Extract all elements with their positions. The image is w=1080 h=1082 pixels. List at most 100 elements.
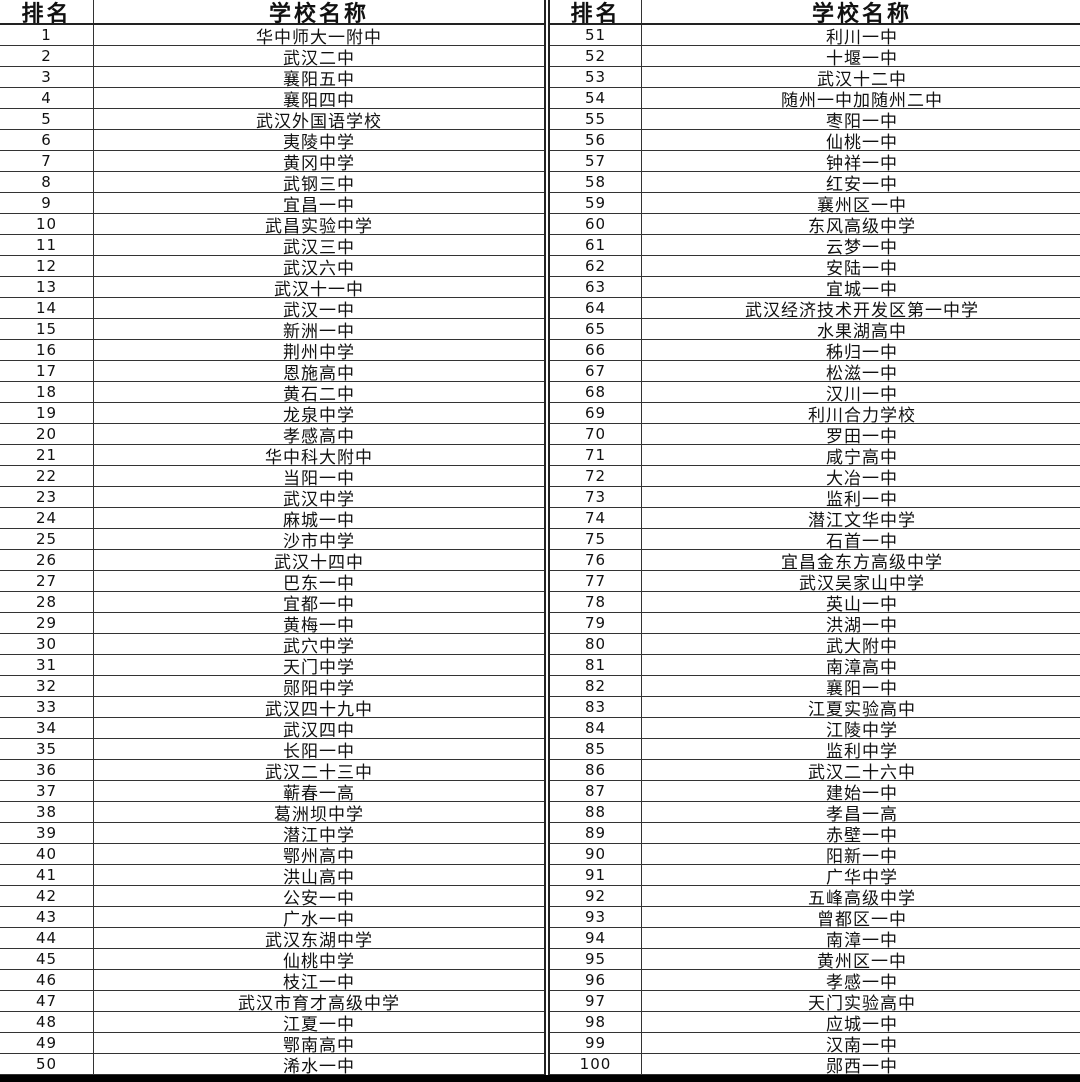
school-name-cell: 洪山高中 bbox=[283, 867, 355, 888]
school-name-cell: 武汉中学 bbox=[283, 489, 355, 510]
table-row: 27 巴东一中 bbox=[0, 571, 544, 594]
table-row: 4 襄阳四中 bbox=[0, 88, 544, 111]
bottom-black-bar bbox=[0, 1075, 1080, 1082]
school-name-cell: 武汉十一中 bbox=[274, 279, 364, 300]
rank-cell: 18 bbox=[0, 382, 94, 402]
table-row: 29 黄梅一中 bbox=[0, 613, 544, 636]
table-row: 34 武汉四中 bbox=[0, 718, 544, 741]
rank-cell: 47 bbox=[0, 991, 94, 1011]
rank-cell: 31 bbox=[0, 655, 94, 675]
school-name-cell: 江夏实验高中 bbox=[808, 699, 916, 720]
school-name-cell: 武大附中 bbox=[826, 636, 898, 657]
rank-cell: 50 bbox=[0, 1054, 94, 1074]
table-row: 3 襄阳五中 bbox=[0, 67, 544, 90]
rank-cell: 84 bbox=[550, 718, 642, 738]
rank-cell: 83 bbox=[550, 697, 642, 717]
rank-cell: 61 bbox=[550, 235, 642, 255]
school-name-cell: 华中科大附中 bbox=[265, 447, 373, 468]
school-name-cell: 襄州区一中 bbox=[817, 195, 907, 216]
school-name-cell: 黄梅一中 bbox=[283, 615, 355, 636]
table-row: 24 麻城一中 bbox=[0, 508, 544, 531]
table-row: 79 洪湖一中 bbox=[550, 613, 1080, 636]
rank-cell: 52 bbox=[550, 46, 642, 66]
table-row: 53 武汉十二中 bbox=[550, 67, 1080, 90]
school-name-cell: 沙市中学 bbox=[283, 531, 355, 552]
rank-cell: 38 bbox=[0, 802, 94, 822]
rank-cell: 73 bbox=[550, 487, 642, 507]
table-row: 22 当阳一中 bbox=[0, 466, 544, 489]
table-row: 92 五峰高级中学 bbox=[550, 886, 1080, 909]
table-row: 36 武汉二十三中 bbox=[0, 760, 544, 783]
rank-cell: 81 bbox=[550, 655, 642, 675]
rank-cell: 6 bbox=[0, 130, 94, 150]
school-name-cell: 监利中学 bbox=[826, 741, 898, 762]
table-row: 38 葛洲坝中学 bbox=[0, 802, 544, 825]
rank-cell: 10 bbox=[0, 214, 94, 234]
table-row: 47 武汉市育才高级中学 bbox=[0, 991, 544, 1014]
rank-cell: 70 bbox=[550, 424, 642, 444]
table-row: 89 赤壁一中 bbox=[550, 823, 1080, 846]
table-row: 66 秭归一中 bbox=[550, 340, 1080, 363]
table-row: 91 广华中学 bbox=[550, 865, 1080, 888]
rank-cell: 71 bbox=[550, 445, 642, 465]
school-name-cell: 潜江中学 bbox=[283, 825, 355, 846]
table-row: 52 十堰一中 bbox=[550, 46, 1080, 69]
table-row: 61 云梦一中 bbox=[550, 235, 1080, 258]
table-header: 排名 学校名称 bbox=[550, 0, 1080, 27]
table-row: 17 恩施高中 bbox=[0, 361, 544, 384]
school-name-cell: 建始一中 bbox=[826, 783, 898, 804]
school-name-cell: 大冶一中 bbox=[826, 468, 898, 489]
rank-cell: 100 bbox=[550, 1054, 642, 1074]
rank-cell: 60 bbox=[550, 214, 642, 234]
rank-cell: 92 bbox=[550, 886, 642, 906]
school-name-cell: 仙桃中学 bbox=[283, 951, 355, 972]
rank-cell: 17 bbox=[0, 361, 94, 381]
rank-cell: 98 bbox=[550, 1012, 642, 1032]
rank-cell: 74 bbox=[550, 508, 642, 528]
table-row: 51 利川一中 bbox=[550, 25, 1080, 48]
school-name-cell: 武汉吴家山中学 bbox=[799, 573, 925, 594]
rank-cell: 54 bbox=[550, 88, 642, 108]
rank-cell: 97 bbox=[550, 991, 642, 1011]
school-name-cell: 宜城一中 bbox=[826, 279, 898, 300]
table-row: 23 武汉中学 bbox=[0, 487, 544, 510]
table-row: 19 龙泉中学 bbox=[0, 403, 544, 426]
rank-cell: 82 bbox=[550, 676, 642, 696]
school-name-cell: 宜昌一中 bbox=[283, 195, 355, 216]
rank-cell: 80 bbox=[550, 634, 642, 654]
table-row: 93 曾都区一中 bbox=[550, 907, 1080, 930]
rank-cell: 24 bbox=[0, 508, 94, 528]
school-name-cell: 天门实验高中 bbox=[808, 993, 916, 1014]
school-name-cell: 武汉十四中 bbox=[274, 552, 364, 573]
table-row: 39 潜江中学 bbox=[0, 823, 544, 846]
school-name-cell: 巴东一中 bbox=[283, 573, 355, 594]
rank-cell: 28 bbox=[0, 592, 94, 612]
school-name-cell: 武汉东湖中学 bbox=[265, 930, 373, 951]
school-name-cell: 武汉三中 bbox=[283, 237, 355, 258]
rank-cell: 26 bbox=[0, 550, 94, 570]
school-name-cell: 浠水一中 bbox=[283, 1056, 355, 1076]
school-name-cell: 武汉市育才高级中学 bbox=[238, 993, 400, 1014]
rank-cell: 67 bbox=[550, 361, 642, 381]
table-row: 67 松滋一中 bbox=[550, 361, 1080, 384]
rank-cell: 30 bbox=[0, 634, 94, 654]
rank-header: 排名 bbox=[0, 0, 94, 27]
rank-cell: 49 bbox=[0, 1033, 94, 1053]
school-name-cell: 洪湖一中 bbox=[826, 615, 898, 636]
school-name-cell: 阳新一中 bbox=[826, 846, 898, 867]
table-header: 排名 学校名称 bbox=[0, 0, 544, 27]
school-name-cell: 鄂州高中 bbox=[283, 846, 355, 867]
rank-cell: 46 bbox=[0, 970, 94, 990]
school-name-cell: 襄阳四中 bbox=[283, 90, 355, 111]
school-name-cell: 武汉经济技术开发区第一中学 bbox=[745, 300, 979, 321]
school-name-cell: 仙桃一中 bbox=[826, 132, 898, 153]
table-row: 50 浠水一中 bbox=[0, 1054, 544, 1075]
school-name-cell: 监利一中 bbox=[826, 489, 898, 510]
rank-cell: 57 bbox=[550, 151, 642, 171]
school-name-cell: 水果湖高中 bbox=[817, 321, 907, 342]
rank-cell: 29 bbox=[0, 613, 94, 633]
rank-cell: 22 bbox=[0, 466, 94, 486]
school-name-cell: 曾都区一中 bbox=[817, 909, 907, 930]
table-row: 26 武汉十四中 bbox=[0, 550, 544, 573]
rank-cell: 64 bbox=[550, 298, 642, 318]
